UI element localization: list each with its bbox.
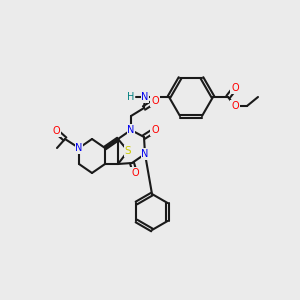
Text: O: O [131, 168, 139, 178]
Text: O: O [231, 101, 239, 111]
Text: S: S [125, 146, 131, 156]
Text: O: O [151, 125, 159, 135]
Text: N: N [127, 125, 135, 135]
Text: N: N [75, 143, 83, 153]
Text: H: H [127, 92, 135, 102]
Text: N: N [141, 92, 149, 102]
Text: N: N [141, 149, 149, 159]
Text: O: O [151, 96, 159, 106]
Text: O: O [231, 83, 239, 93]
Text: O: O [52, 126, 60, 136]
